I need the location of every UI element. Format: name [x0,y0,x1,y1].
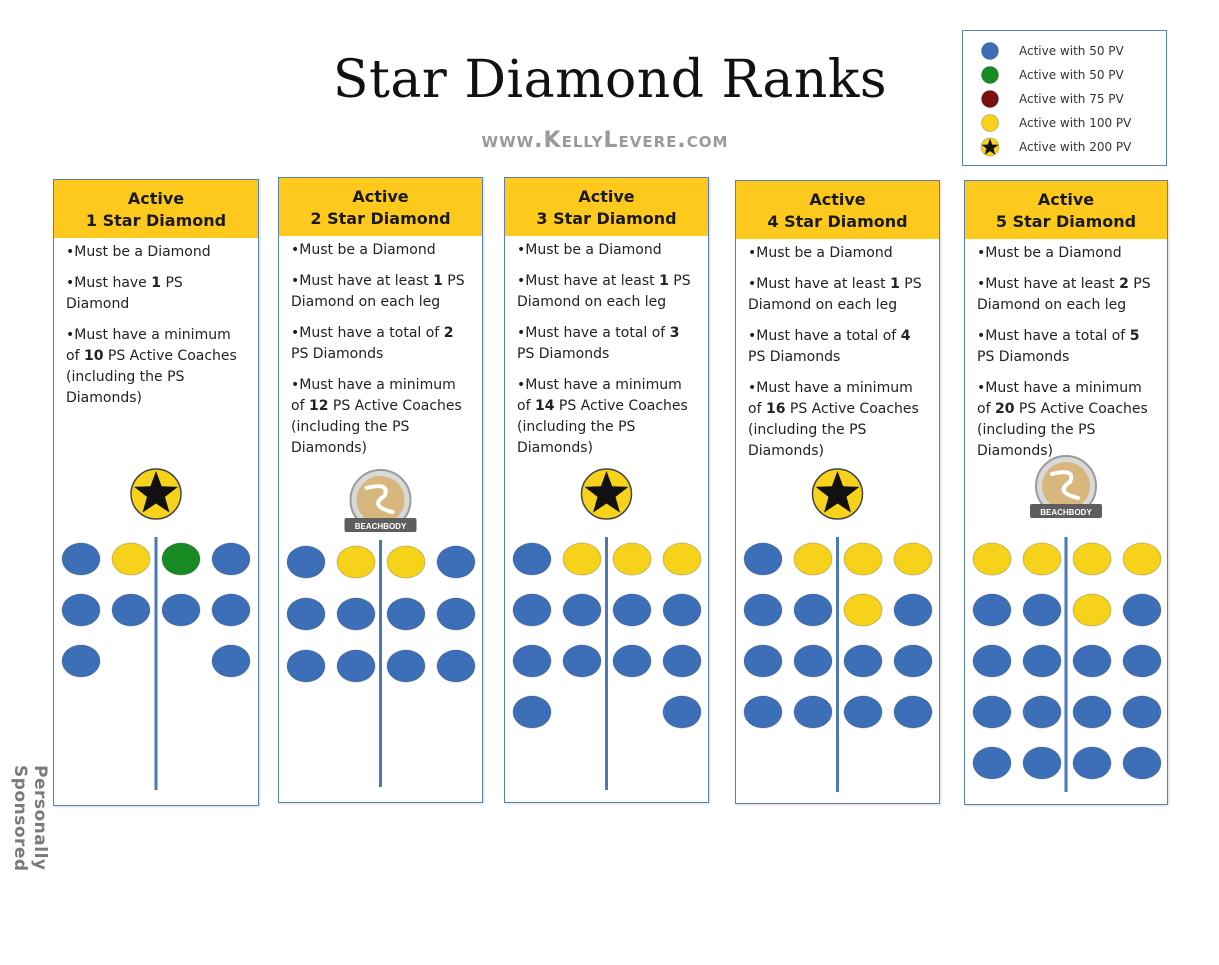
rank-card: Active 2 Star Diamond •Must be a Diamond •M… [278,177,483,803]
requirement-number: 2 [443,325,454,341]
card-header-rank: 3 Star Diamond [536,209,677,228]
legend: Active with 50 PV Active with 50 PV Acti… [962,30,1167,166]
requirements-list: •Must be a Diamond •Must have at least 1 … [736,239,939,462]
requirement-item: •Must be a Diamond [291,242,436,258]
rank-card: Active 4 Star Diamond •Must be a Diamond •M… [735,180,940,804]
requirement-number: 1 [151,275,161,291]
requirement-item: •Must have at least 1 PS Diamond on each… [291,273,465,310]
requirement-item: •Must have a minimum of 14 PS Active Coa… [517,377,688,456]
card-header-line1: Active [352,187,409,206]
maroon-circle-icon [981,90,999,108]
requirement-number: 20 [994,401,1015,417]
website-url[interactable]: www.KellyLevere.com [481,128,729,153]
requirements-list: •Must be a Diamond •Must have 1 PS Diamon… [54,238,258,409]
legend-item: Active with 50 PV [979,63,1166,87]
requirement-item: •Must have a total of 3 PS Diamonds [517,325,680,362]
rank-card: Active 1 Star Diamond •Must be a Diamond •M… [53,179,259,806]
requirement-number: 1 [433,273,443,289]
yellow-circle-icon [981,114,999,132]
card-header-line1: Active [809,190,866,209]
requirement-item: •Must be a Diamond [517,242,662,258]
legend-label: Active with 75 PV [1019,92,1124,106]
requirement-item: •Must be a Diamond [977,245,1122,261]
card-header-rank: 1 Star Diamond [85,211,227,230]
legend-label: Active with 50 PV [1019,68,1124,82]
legend-item: Active with 200 PV [979,135,1166,159]
requirements-list: •Must be a Diamond •Must have at least 1 … [505,236,708,459]
requirement-number: 5 [1129,328,1140,344]
legend-label: Active with 50 PV [1019,44,1124,58]
blue-circle-icon [981,42,999,60]
requirement-number: 14 [534,398,555,414]
card-header-rank: 2 Star Diamond [310,209,451,228]
requirement-number: 3 [669,325,680,341]
requirement-item: •Must have a total of 5 PS Diamonds [977,328,1140,365]
legend-item: Active with 50 PV [979,39,1166,63]
requirement-number: 1 [890,276,900,292]
legend-label: Active with 100 PV [1019,116,1132,130]
requirement-number: 1 [659,273,669,289]
green-circle-icon [981,66,999,84]
card-header: Active 4 Star Diamond [736,181,939,239]
page-title: Star Diamond Ranks [332,50,888,110]
requirement-number: 4 [900,328,911,344]
requirement-item: •Must have a minimum of 20 PS Active Coa… [977,380,1148,459]
rank-card: Active 3 Star Diamond •Must be a Diamond •M… [504,177,709,803]
personally-sponsored-label: Personally Sponsored [10,765,50,872]
legend-item: Active with 75 PV [979,87,1166,111]
legend-item: Active with 100 PV [979,111,1166,135]
requirement-item: •Must have 1 PS Diamond [66,275,183,312]
requirement-item: •Must be a Diamond [66,244,211,260]
requirement-item: •Must have at least 1 PS Diamond on each… [748,276,922,313]
requirement-number: 2 [1119,276,1129,292]
rank-card: Active 5 Star Diamond •Must be a Diamond •M… [964,180,1168,805]
requirement-number: 16 [765,401,786,417]
requirement-item: •Must have a minimum of 10 PS Active Coa… [66,327,237,406]
requirements-list: •Must be a Diamond •Must have at least 1 … [279,236,482,459]
card-header: Active 1 Star Diamond [54,180,258,238]
card-header: Active 3 Star Diamond [505,178,708,236]
card-header-rank: 4 Star Diamond [767,212,908,231]
requirements-list: •Must be a Diamond •Must have at least 2 … [965,239,1167,462]
card-header-line1: Active [578,187,635,206]
requirement-number: 12 [308,398,329,414]
requirement-item: •Must have a total of 2 PS Diamonds [291,325,454,362]
card-header: Active 5 Star Diamond [965,181,1167,239]
requirement-item: •Must be a Diamond [748,245,893,261]
requirement-item: •Must have at least 1 PS Diamond on each… [517,273,691,310]
card-header-rank: 5 Star Diamond [995,212,1137,231]
card-header: Active 2 Star Diamond [279,178,482,236]
requirement-item: •Must have a minimum of 16 PS Active Coa… [748,380,919,459]
star-icon [980,137,1000,157]
requirement-item: •Must have a total of 4 PS Diamonds [748,328,911,365]
requirement-item: •Must have at least 2 PS Diamond on each… [977,276,1151,313]
requirement-item: •Must have a minimum of 12 PS Active Coa… [291,377,462,456]
legend-label: Active with 200 PV [1019,140,1132,154]
card-header-line1: Active [127,189,185,208]
card-header-line1: Active [1037,190,1095,209]
requirement-number: 10 [83,348,104,364]
